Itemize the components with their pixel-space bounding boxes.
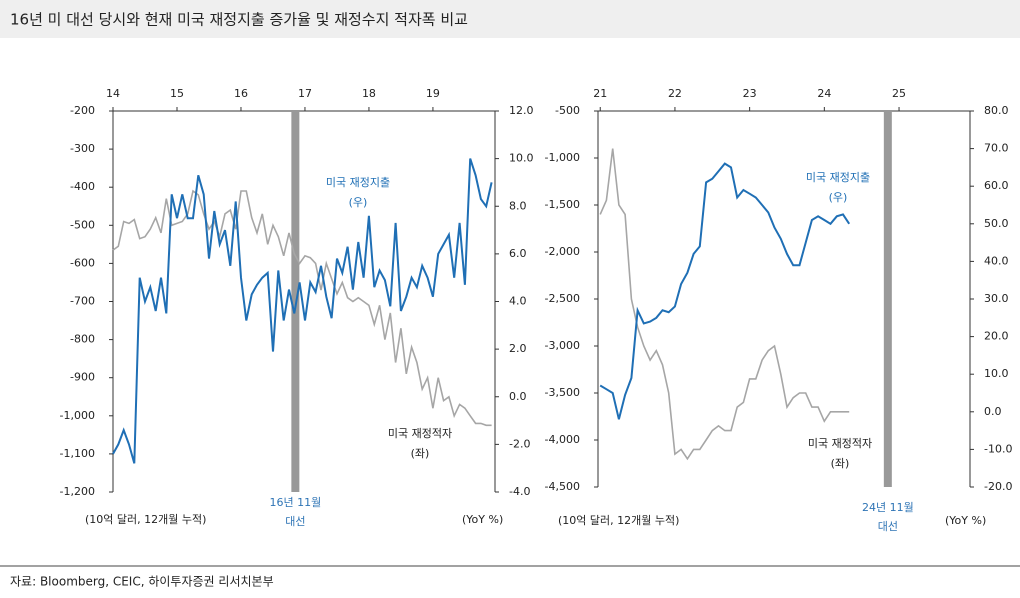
y2-tick-label: -10.0 bbox=[984, 442, 1012, 455]
series-note: (우) bbox=[829, 191, 848, 204]
y-tick-label: -900 bbox=[70, 371, 95, 384]
election-label: 대선 bbox=[285, 515, 305, 528]
series-line bbox=[599, 162, 851, 420]
y2-tick-label: 0.0 bbox=[509, 390, 527, 403]
x-tick-label: 17 bbox=[298, 87, 312, 100]
x-tick-label: 23 bbox=[743, 87, 757, 100]
series-label: 미국 재정적자 bbox=[808, 437, 872, 450]
x-tick-label: 25 bbox=[892, 87, 906, 100]
election-label: 24년 11월 bbox=[862, 501, 914, 514]
y-tick-label: -1,200 bbox=[60, 485, 95, 498]
y-tick-label: -4,500 bbox=[545, 480, 580, 493]
y-tick-label: -2,500 bbox=[545, 292, 580, 305]
y-tick-label: -700 bbox=[70, 295, 95, 308]
y2-tick-label: 8.0 bbox=[509, 199, 527, 212]
y-tick-label: -300 bbox=[70, 142, 95, 155]
title-bar bbox=[0, 0, 1020, 38]
y-tick-label: -600 bbox=[70, 256, 95, 269]
y-tick-label: -400 bbox=[70, 180, 95, 193]
source: 자료: Bloomberg, CEIC, 하이투자증권 리서치본부 bbox=[10, 575, 274, 589]
y-tick-label: -800 bbox=[70, 333, 95, 346]
series-line bbox=[112, 189, 492, 427]
series-line bbox=[599, 148, 850, 461]
y-tick-label: -1,100 bbox=[60, 447, 95, 460]
series-note: (좌) bbox=[411, 447, 430, 460]
x-tick-label: 15 bbox=[170, 87, 184, 100]
series-label: 미국 재정지출 bbox=[806, 171, 870, 184]
y-tick-label: -500 bbox=[70, 218, 95, 231]
y2-tick-label: 80.0 bbox=[984, 104, 1009, 117]
y2-tick-label: 30.0 bbox=[984, 292, 1009, 305]
y2-tick-label: 6.0 bbox=[509, 247, 527, 260]
y-tick-label: -1,000 bbox=[60, 409, 95, 422]
y-tick-label: -4,000 bbox=[545, 433, 580, 446]
y-tick-label: -1,500 bbox=[545, 198, 580, 211]
y2-axis-label: (YoY %) bbox=[945, 514, 986, 527]
y2-tick-label: 40.0 bbox=[984, 254, 1009, 267]
page-title: 16년 미 대선 당시와 현재 미국 재정지출 증가율 및 재정수지 적자폭 비… bbox=[10, 11, 468, 29]
y-tick-label: -1,000 bbox=[545, 151, 580, 164]
y2-tick-label: 20.0 bbox=[984, 330, 1009, 343]
y2-tick-label: 10.0 bbox=[509, 152, 534, 165]
election-label: 16년 11월 bbox=[269, 496, 321, 509]
y2-tick-label: -20.0 bbox=[984, 480, 1012, 493]
y2-tick-label: 60.0 bbox=[984, 179, 1009, 192]
x-tick-label: 14 bbox=[106, 87, 120, 100]
x-tick-label: 21 bbox=[593, 87, 607, 100]
y2-tick-label: -4.0 bbox=[509, 485, 530, 498]
series-note: (우) bbox=[349, 196, 368, 209]
x-tick-label: 18 bbox=[362, 87, 376, 100]
series-label: 미국 재정지출 bbox=[326, 176, 390, 189]
election-band bbox=[883, 111, 892, 487]
y2-axis-label: (YoY %) bbox=[462, 513, 503, 526]
y-axis-label: (10억 달러, 12개월 누적) bbox=[558, 514, 679, 527]
y-axis-label: (10억 달러, 12개월 누적) bbox=[85, 513, 206, 526]
y2-tick-label: 50.0 bbox=[984, 217, 1009, 230]
y-tick-label: -500 bbox=[555, 104, 580, 117]
x-tick-label: 16 bbox=[234, 87, 248, 100]
y2-tick-label: 10.0 bbox=[984, 367, 1009, 380]
y2-tick-label: 4.0 bbox=[509, 295, 527, 308]
x-tick-label: 24 bbox=[817, 87, 831, 100]
y2-tick-label: 2.0 bbox=[509, 342, 527, 355]
y-tick-label: -3,000 bbox=[545, 339, 580, 352]
y2-tick-label: 70.0 bbox=[984, 142, 1009, 155]
election-label: 대선 bbox=[878, 520, 898, 533]
y-tick-label: -3,500 bbox=[545, 386, 580, 399]
y2-tick-label: 12.0 bbox=[509, 104, 534, 117]
y-tick-label: -2,000 bbox=[545, 245, 580, 258]
y-tick-label: -200 bbox=[70, 104, 95, 117]
x-tick-label: 19 bbox=[426, 87, 440, 100]
y2-tick-label: 0.0 bbox=[984, 405, 1002, 418]
series-line bbox=[112, 158, 493, 464]
series-note: (좌) bbox=[831, 457, 850, 470]
y2-tick-label: -2.0 bbox=[509, 437, 530, 450]
x-tick-label: 22 bbox=[668, 87, 682, 100]
series-label: 미국 재정적자 bbox=[388, 427, 452, 440]
